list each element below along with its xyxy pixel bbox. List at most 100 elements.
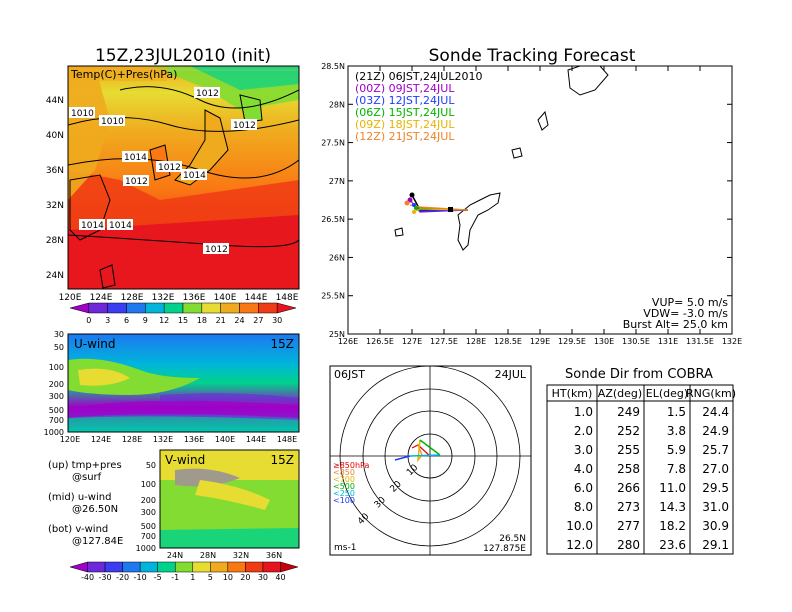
temp-colorbar-swatch (145, 302, 165, 314)
table-cell: 258 (617, 462, 640, 476)
isobar-label-box (156, 161, 182, 172)
temp-lat-label: 24N (46, 271, 64, 281)
track-lon-label: 126.5E (366, 337, 394, 346)
track-lon-label: 129.5E (558, 337, 586, 346)
isobar-label: 1010 (101, 117, 124, 127)
table-title: Sonde Dir from COBRA (565, 367, 713, 382)
temp-colorbar-label: 12 (159, 316, 169, 325)
table-cell: 29.1 (702, 538, 729, 552)
table-cell: 5.9 (667, 443, 686, 457)
temp-colorbar-swatch (220, 302, 240, 314)
track-lat-label: 26N (329, 253, 345, 262)
u-wind-time: 15Z (271, 337, 295, 351)
track-legend-item: (21Z) 06JST,24JUL2010 (355, 70, 482, 83)
track-lat-label: 25N (329, 330, 345, 339)
track-lon-label: 128.5E (494, 337, 522, 346)
isobar-label: 1012 (233, 121, 256, 131)
track-lat-label: 25.5N (321, 292, 345, 301)
u-lon-label: 124E (91, 435, 111, 444)
u-wind-label: U-wind (74, 337, 115, 351)
note-up: (up) tmp+pres (48, 460, 122, 471)
note-up2: @surf (72, 472, 102, 483)
track-lat-label: 28.5N (321, 62, 345, 71)
isobar-label: 1014 (124, 153, 147, 163)
isobar-label-box (231, 119, 257, 130)
isobar-label: 1012 (205, 245, 228, 255)
table-header: AZ(deg) (598, 387, 642, 400)
u-pressure-label: 1000 (44, 428, 64, 437)
wind-colorbar-label: -5 (154, 573, 162, 582)
temp-colorbar-label: 18 (197, 316, 207, 325)
u-pressure-label: 30 (54, 330, 64, 339)
track-legend-item: (00Z) 09JST,24JUL (355, 82, 455, 95)
temp-colorbar-swatch (201, 302, 221, 314)
wind-colorbar-label: 40 (275, 573, 285, 582)
isobar-label-box (122, 151, 148, 162)
temp-colorbar-swatch (182, 302, 203, 314)
table-cell: 8.0 (574, 500, 593, 514)
track-lat-label: 28N (329, 100, 345, 109)
table-cell: 3.8 (667, 424, 686, 438)
table-cell: 3.0 (574, 443, 593, 457)
wind-colorbar-swatch (87, 561, 106, 573)
temp-colorbar-swatch (126, 302, 146, 314)
isobar-label-box (203, 243, 229, 254)
track-lon-label: 127E (402, 337, 422, 346)
table-header: RNG(km) (686, 387, 736, 400)
v-lat-label: 24N (167, 551, 183, 560)
table-cell: 1.0 (574, 405, 593, 419)
temp-colorbar-label: 24 (234, 316, 244, 325)
temp-colorbar-swatch (276, 302, 297, 314)
okinawa-island (457, 192, 501, 251)
u-lon-label: 136E (184, 435, 204, 444)
temp-lon-label: 124E (90, 293, 113, 303)
wind-colorbar-label: 30 (258, 573, 268, 582)
temp-colorbar: 0 3 6 9 12 15 18 21 24 27 30 (69, 302, 297, 325)
temp-colorbar-swatch (69, 302, 90, 314)
level-legend-item: ≥850hPa (333, 461, 370, 470)
v-pressure-label: 50 (146, 461, 156, 470)
track-legend-item: (12Z) 21JST,24JUL (355, 130, 455, 143)
temp-colorbar-label: 15 (178, 316, 188, 325)
polar-time: 06JST (334, 368, 365, 381)
vdw-text: VDW= -3.0 m/s (643, 307, 728, 320)
temp-colorbar-label: 21 (216, 316, 226, 325)
u-pressure-label: 700 (49, 416, 64, 425)
wind-colorbar-label: -20 (116, 573, 129, 582)
isobar-label: 1012 (125, 177, 148, 187)
temp-lat-label: 44N (46, 96, 64, 106)
temp-lon-label: 140E (214, 293, 237, 303)
wind-colorbar-label: 5 (208, 573, 213, 582)
u-pressure-label: 500 (49, 406, 64, 415)
wind-colorbar-label: -10 (134, 573, 147, 582)
wind-colorbar-label: 1 (190, 573, 195, 582)
table-cell: 266 (617, 481, 640, 495)
wind-colorbar-swatch (262, 561, 281, 573)
table-cell: 25.7 (702, 443, 729, 457)
isobar-label: 1014 (183, 171, 206, 181)
table-cell: 249 (617, 405, 640, 419)
table-header: HT(km) (552, 387, 593, 400)
amami-island (567, 65, 609, 96)
temp-colorbar-swatch (239, 302, 259, 314)
u-pressure-label: 50 (54, 343, 64, 352)
table-cell: 11.0 (659, 481, 686, 495)
temp-lat-label: 36N (46, 166, 64, 176)
table-header: EL(deg) (646, 387, 688, 400)
u-lon-label: 148E (277, 435, 297, 444)
track-lon-label: 131.5E (686, 337, 714, 346)
table-cell: 14.3 (659, 500, 686, 514)
polar-date: 24JUL (495, 368, 527, 381)
burst-text: Burst Alt= 25.0 km (623, 318, 728, 331)
isobar-label-box (181, 169, 207, 180)
track-lon-label: 130.5E (622, 337, 650, 346)
level-legend-item: <700 (333, 475, 355, 484)
isobar-label-box (69, 107, 95, 118)
v-pressure-label: 200 (141, 496, 156, 505)
track-lon-label: 130E (594, 337, 614, 346)
temp-lon-label: 148E (276, 293, 299, 303)
isobar-label: 1014 (109, 221, 132, 231)
wind-colorbar-swatch (280, 561, 299, 573)
wind-colorbar: -40 -30 -20 -10 -5 -1 1 5 10 20 30 40 (69, 561, 299, 582)
